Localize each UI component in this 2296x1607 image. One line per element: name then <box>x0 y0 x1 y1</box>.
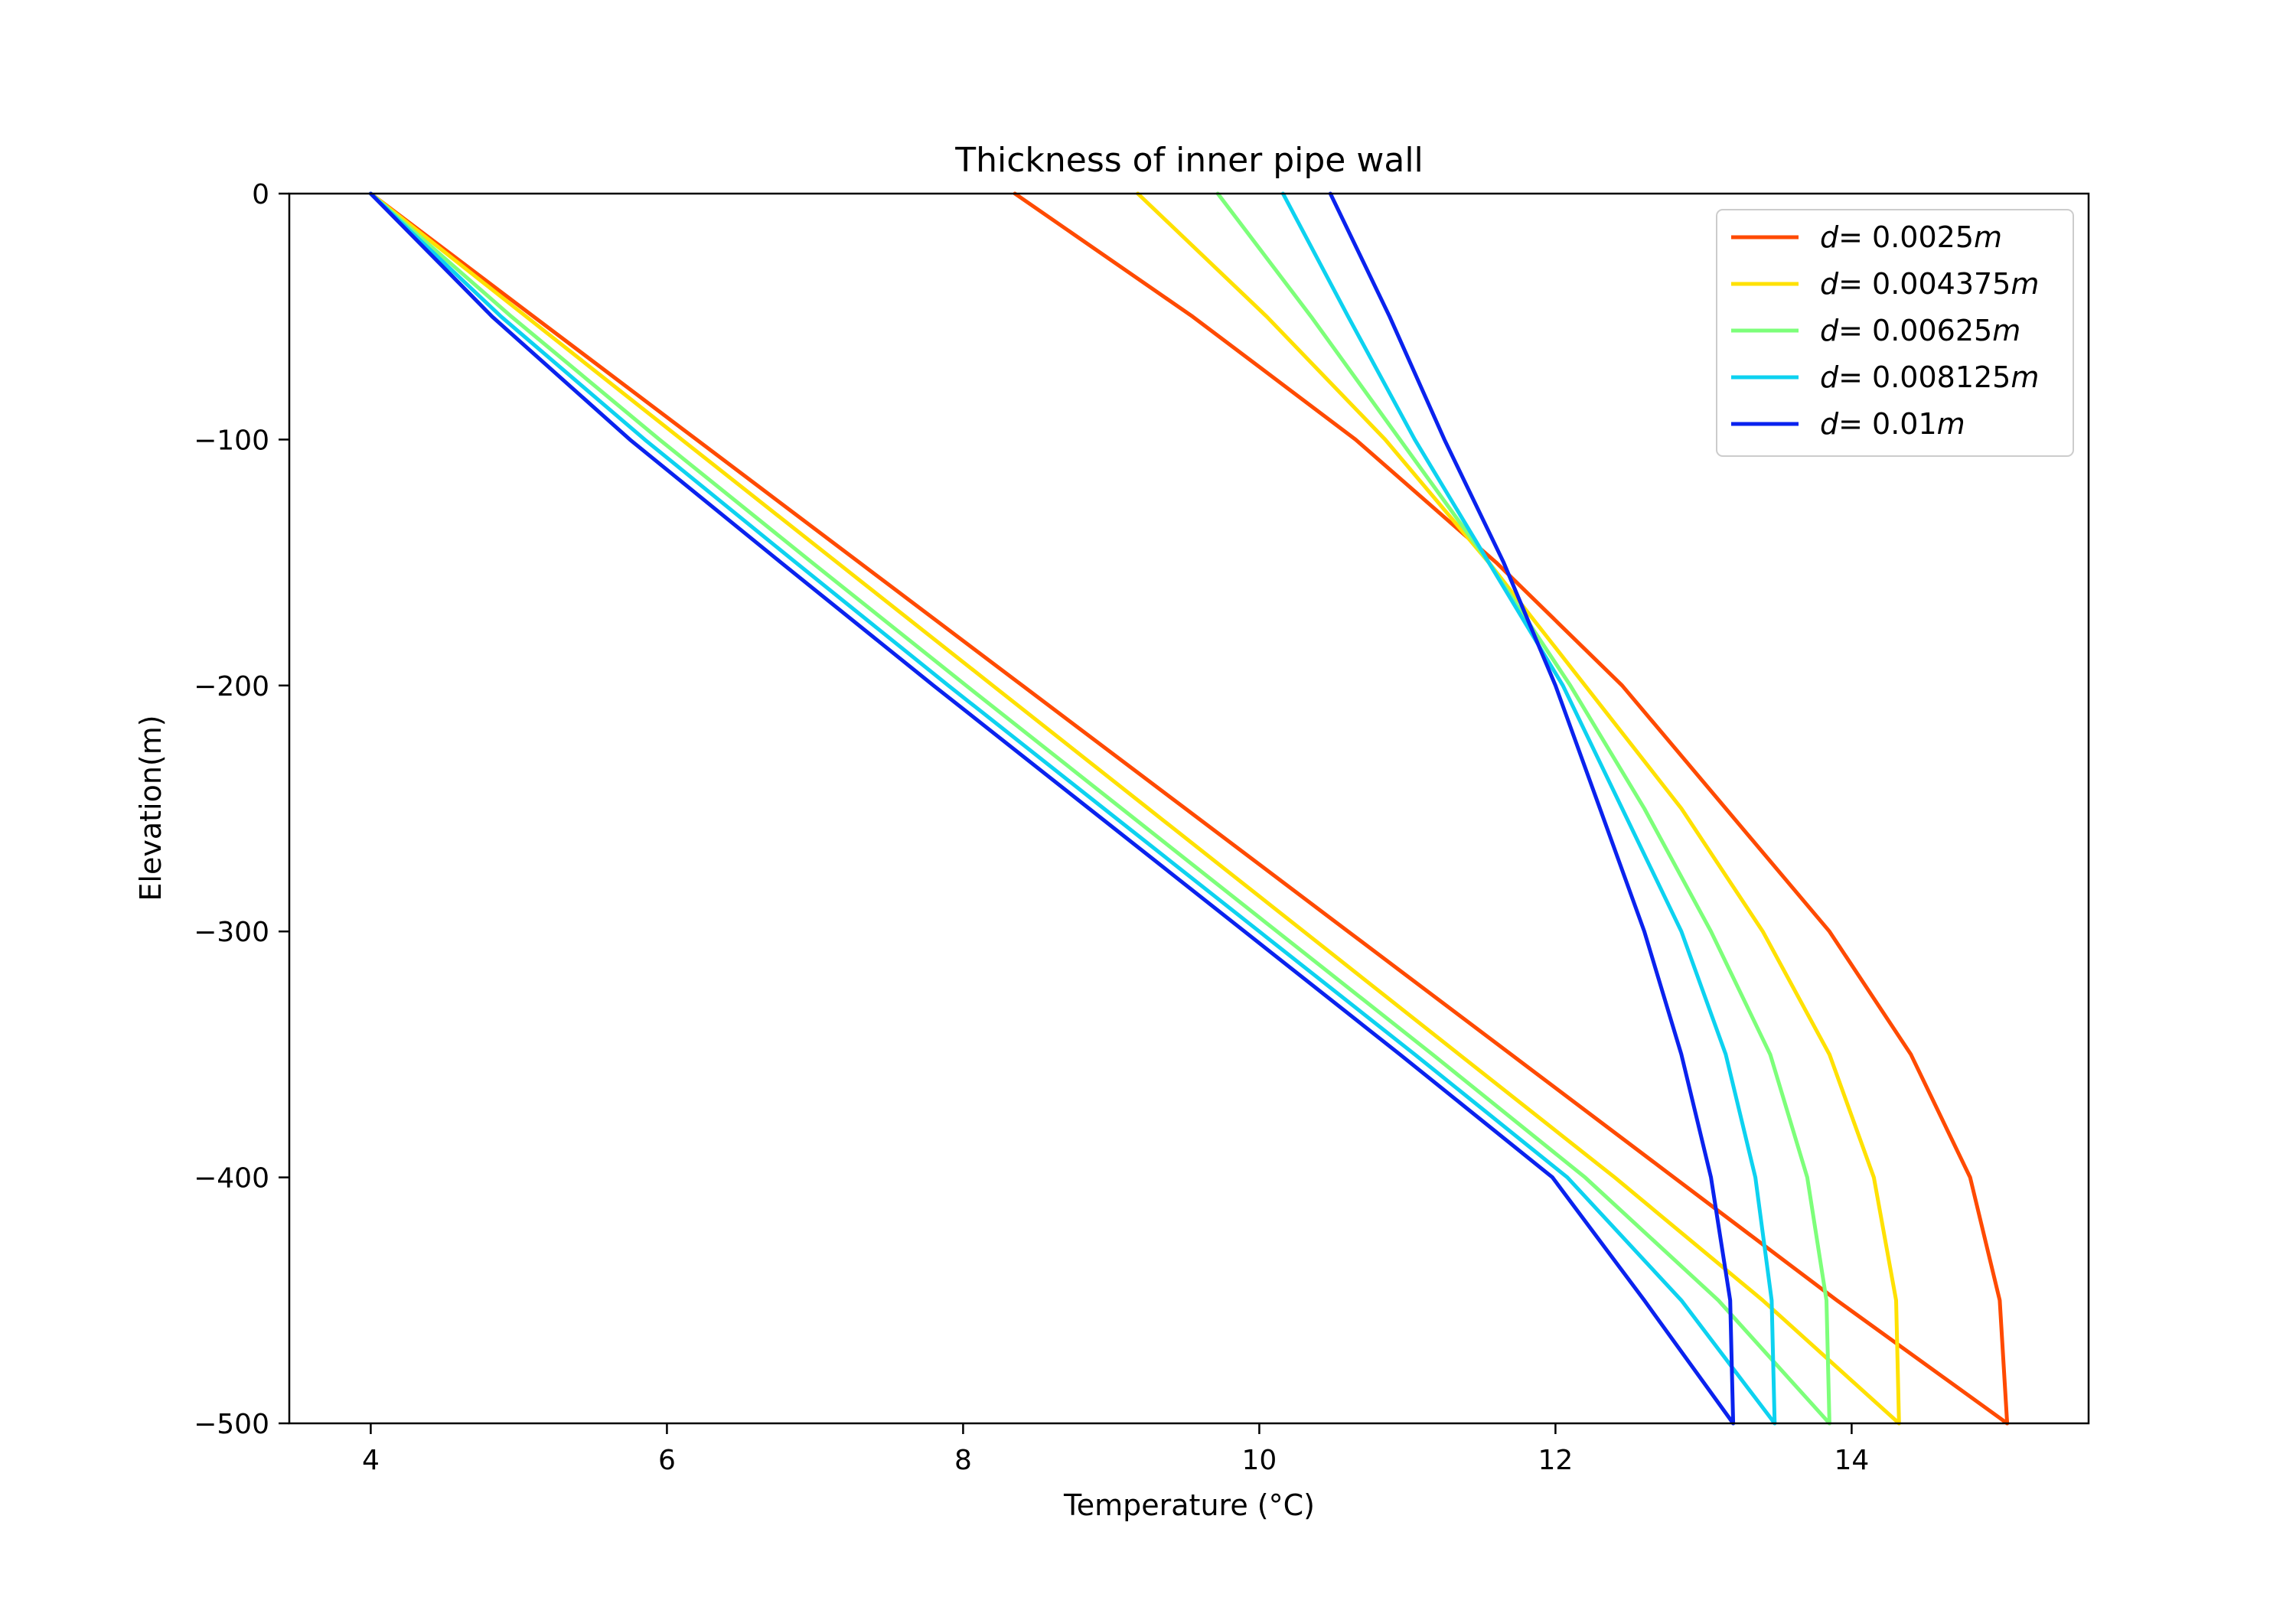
series-3-up-leg-line <box>1215 191 1831 1426</box>
y-tick-label: −300 <box>194 917 269 948</box>
chart-title: Thickness of inner pipe wall <box>954 141 1424 180</box>
x-tick-label: 14 <box>1834 1445 1869 1476</box>
legend-label-5: d= 0.01m <box>1820 407 1965 441</box>
legend-label-4: d= 0.008125m <box>1820 360 2039 394</box>
legend-label-1: d= 0.0025m <box>1820 220 2002 254</box>
series-2-down-leg-line <box>368 191 1901 1426</box>
x-tick-label: 4 <box>362 1445 380 1476</box>
series-3-down-leg-line <box>368 191 1831 1426</box>
series-2-up-leg-line <box>1136 191 1901 1426</box>
series-5-down-leg-line <box>368 191 1736 1426</box>
x-axis: 4 6 8 10 12 14 <box>362 1423 1869 1476</box>
y-axis: 0 −100 −200 −300 −400 −500 <box>194 179 289 1440</box>
y-tick-label: 0 <box>252 179 269 210</box>
plot-frame <box>288 192 2090 1425</box>
y-tick-label: −400 <box>194 1163 269 1195</box>
x-tick-label: 6 <box>658 1445 676 1476</box>
series-1-up-leg-line <box>1013 191 2010 1426</box>
series-4-up-leg-line <box>1280 191 1777 1426</box>
legend-label-2: d= 0.004375m <box>1820 267 2039 301</box>
legend: d= 0.0025m d= 0.004375m d= 0.00625m d= 0.00… <box>1716 209 2074 457</box>
x-tick-label: 8 <box>954 1445 972 1476</box>
x-tick-label: 10 <box>1242 1445 1277 1476</box>
x-tick-label: 12 <box>1538 1445 1574 1476</box>
legend-label-3: d= 0.00625m <box>1820 314 2020 347</box>
y-tick-label: −500 <box>194 1409 269 1440</box>
series-1-down-leg-line <box>368 191 2010 1426</box>
y-axis-label: Elevation(m) <box>134 715 168 901</box>
series-layer <box>368 191 2010 1426</box>
y-tick-label: −100 <box>194 425 269 456</box>
series-4-down-leg-line <box>368 191 1777 1426</box>
y-tick-label: −200 <box>194 671 269 702</box>
legend-box <box>1716 209 2074 457</box>
series-5-up-leg-line <box>1328 191 1736 1426</box>
x-axis-label: Temperature (°C) <box>1063 1488 1315 1522</box>
